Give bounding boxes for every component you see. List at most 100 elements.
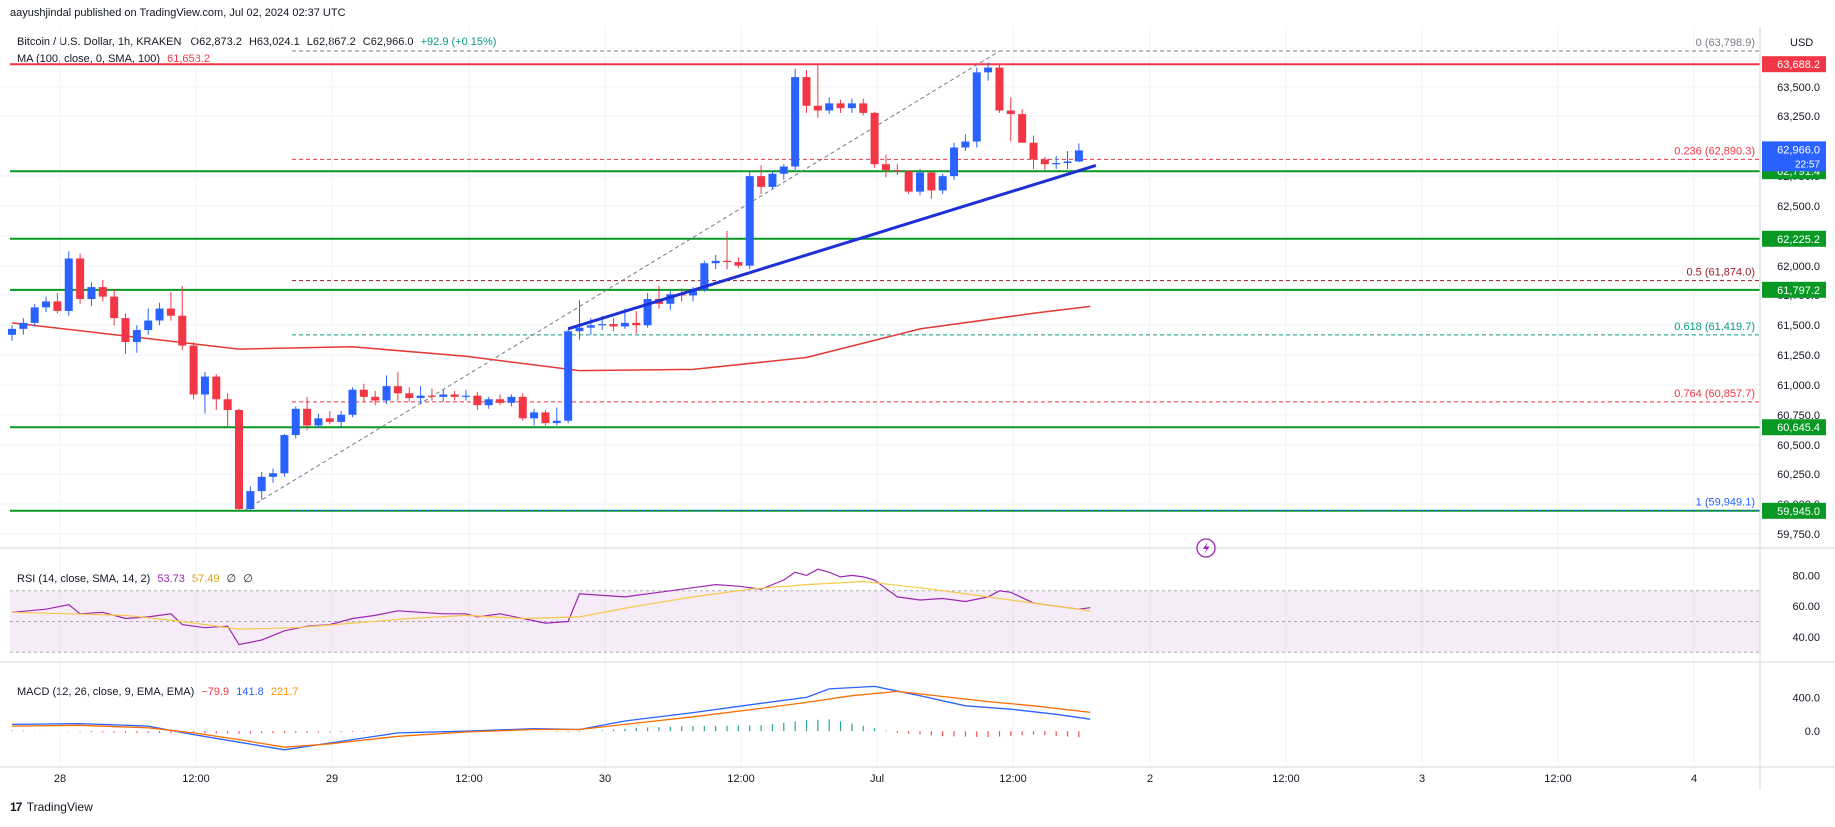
candle-body xyxy=(972,72,981,142)
level-badge-label: 61,797.2 xyxy=(1777,285,1820,297)
candle-body xyxy=(280,435,289,474)
level-badge xyxy=(1762,56,1826,73)
candle-body xyxy=(348,389,357,415)
candle-body xyxy=(1074,150,1083,162)
level-badge-label: 62,225.2 xyxy=(1777,234,1820,246)
candle-body xyxy=(881,164,890,171)
change-value: +92.9 (+0.15%) xyxy=(420,36,497,48)
low-value: L62,867.2 xyxy=(306,36,356,48)
candle-body xyxy=(927,172,936,191)
rsi-na-1: ∅ xyxy=(226,573,237,585)
symbol-legend: Bitcoin / U.S. Dollar, 1h, KRAKEN O62,87… xyxy=(17,36,496,48)
candle-body xyxy=(961,141,970,148)
candle-body xyxy=(303,408,312,426)
level-badge xyxy=(1762,502,1826,519)
ma-line xyxy=(11,305,1091,372)
rsi-line xyxy=(11,568,1091,646)
candle-body xyxy=(870,112,879,165)
price-tick-label: 62,500.0 xyxy=(1777,201,1820,213)
candle-body xyxy=(314,418,323,426)
time-tick-label: 2 xyxy=(1147,773,1153,785)
candle-body xyxy=(723,260,732,263)
candle-body xyxy=(575,327,584,332)
candle-body xyxy=(813,105,822,111)
time-tick-label: 4 xyxy=(1691,773,1697,785)
time-tick-label: 30 xyxy=(599,773,611,785)
rsi-legend: RSI (14, close, SMA, 14, 2) 53.73 57.49 … xyxy=(17,572,253,585)
candle-body xyxy=(564,331,573,421)
candle-body xyxy=(1018,114,1027,143)
fib-level-label: 0.236 (62,890.3) xyxy=(1674,145,1755,157)
macd-signal-line xyxy=(11,690,1091,748)
candle-body xyxy=(620,322,629,327)
tv-logo-icon: 17 xyxy=(10,800,22,814)
candle-body xyxy=(757,176,766,187)
last-price-badge xyxy=(1762,141,1826,172)
candle-body xyxy=(30,307,39,323)
candle-body xyxy=(473,395,482,406)
candle-body xyxy=(166,308,175,316)
rsi-ma-value: 57.49 xyxy=(191,573,220,585)
price-tick-label: 63,500.0 xyxy=(1777,82,1820,94)
macd-pane: 400.0 0.0 xyxy=(11,685,1820,751)
candle-body xyxy=(1029,142,1038,160)
candle-body xyxy=(609,324,618,327)
time-tick-label: 12:00 xyxy=(727,773,755,785)
candle-body xyxy=(496,399,505,403)
time-tick-label: 3 xyxy=(1419,773,1425,785)
candle-body xyxy=(995,67,1004,111)
level-badge xyxy=(1762,230,1826,247)
time-tick-label: 12:00 xyxy=(182,773,210,785)
rsi-na-2: ∅ xyxy=(243,573,253,585)
candle-body xyxy=(87,287,96,300)
candle-body xyxy=(598,324,607,326)
price-tick-label: 63,250.0 xyxy=(1777,111,1820,123)
rsi-pane: 80.00 60.00 40.00 xyxy=(10,568,1820,653)
fib-level-label: 1 (59,949.1) xyxy=(1696,496,1755,508)
rsi-tick-label: 80.00 xyxy=(1792,570,1820,582)
candle-body xyxy=(666,294,675,304)
candle-body xyxy=(405,393,414,399)
candle-body xyxy=(779,166,788,174)
price-axis[interactable]: 63,500.063,250.062,750.062,500.062,250.0… xyxy=(1762,56,1826,541)
fib-level-label: 0.5 (61,874.0) xyxy=(1687,267,1756,279)
level-badge-label: 60,645.4 xyxy=(1777,422,1820,434)
candle-body xyxy=(257,476,266,492)
price-tick-label: 59,750.0 xyxy=(1777,529,1820,541)
candle-body xyxy=(916,172,924,192)
candle-body xyxy=(291,408,300,436)
time-axis[interactable]: 28 12:00 29 12:00 30 12:00 Jul 12:00 2 12:00 3 12:0… xyxy=(54,773,1697,785)
ma-label: MA (100, close, 0, SMA, 100) xyxy=(17,53,161,65)
macd-label: MACD (12, 26, close, 9, EMA, EMA) xyxy=(17,686,195,698)
ascending-trend-line[interactable] xyxy=(567,163,1097,331)
candle-body xyxy=(689,289,697,296)
tradingview-logo[interactable]: 17 TradingView xyxy=(10,800,93,814)
level-badge xyxy=(1762,281,1826,298)
misc: USD xyxy=(0,27,1835,790)
macd-tick-label: 400.0 xyxy=(1792,692,1820,704)
candle-body xyxy=(893,170,902,172)
last-price-label: 62,966.0 xyxy=(1777,144,1820,156)
macd-hist-value: −79.9 xyxy=(201,686,230,698)
price-tick-label: 61,000.0 xyxy=(1777,380,1820,392)
candle-body xyxy=(189,345,198,395)
candle-body xyxy=(121,318,130,342)
candle-body xyxy=(359,389,368,397)
price-tick-label: 60,750.0 xyxy=(1777,410,1820,422)
fib-level-label: 0 (63,798.9) xyxy=(1696,37,1755,49)
candle-body xyxy=(484,399,493,406)
candle-body xyxy=(950,147,959,177)
ma-legend: MA (100, close, 0, SMA, 100) 61,658.2 xyxy=(17,53,210,65)
candle-body xyxy=(734,262,743,266)
trend-line[interactable] xyxy=(567,163,1097,331)
candle-body xyxy=(462,395,470,397)
candles xyxy=(8,62,1083,511)
lightning-icon[interactable] xyxy=(1196,538,1216,558)
macd-signal-value: 221.7 xyxy=(270,686,299,698)
candle-body xyxy=(1052,163,1061,165)
time-tick-label: 12:00 xyxy=(999,773,1027,785)
candle-body xyxy=(325,418,334,422)
candle-body xyxy=(450,394,459,397)
candle-body xyxy=(223,399,232,410)
